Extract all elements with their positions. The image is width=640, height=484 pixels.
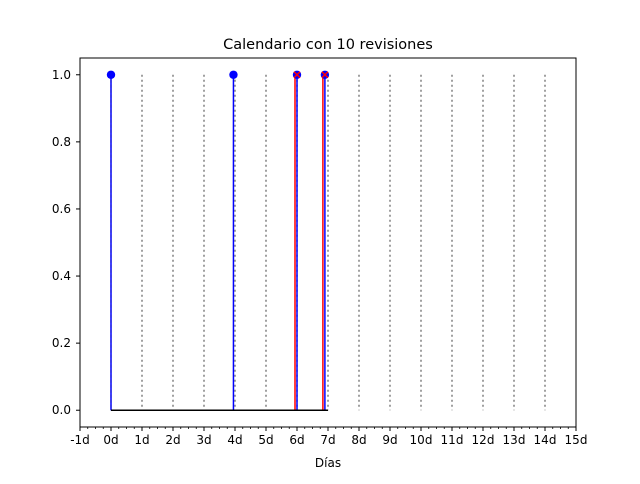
x-tick-label: 2d (165, 433, 180, 447)
red-x-marker (321, 71, 329, 79)
blue-stem-marker (229, 70, 238, 79)
stems (106, 70, 330, 411)
chart-title: Calendario con 10 revisiones (223, 37, 433, 53)
red-x-marker (293, 71, 301, 79)
x-tick-label: 14d (534, 433, 557, 447)
x-tick-label: 10d (410, 433, 433, 447)
y-tick-label: 0.6 (52, 202, 71, 216)
x-tick-label: 5d (258, 433, 273, 447)
x-axis: -1d 0d 1d 2d 3d 4d 5d 6d 7d 8d 9d 10d 11d 12d 13d 14d 15… (70, 427, 587, 447)
x-axis-label: Días (315, 456, 341, 470)
x-tick-label: 7d (320, 433, 335, 447)
x-tick-label: 0d (103, 433, 118, 447)
x-tick-label: 1d (134, 433, 149, 447)
x-tick-label: -1d (70, 433, 90, 447)
x-tick-label: 4d (227, 433, 242, 447)
x-tick-label: 3d (196, 433, 211, 447)
y-tick-label: 0.0 (52, 403, 71, 417)
y-tick-label: 0.2 (52, 336, 71, 350)
y-tick-label: 1.0 (52, 68, 71, 82)
x-tick-label: 9d (382, 433, 397, 447)
x-tick-label: 13d (503, 433, 526, 447)
x-tick-label: 11d (441, 433, 464, 447)
day-markers (141, 74, 546, 411)
blue-stem-marker (106, 70, 116, 79)
x-tick-label: 12d (472, 433, 495, 447)
x-tick-label: 15d (565, 433, 588, 447)
x-tick-label: 6d (289, 433, 304, 447)
y-tick-label: 0.8 (52, 135, 71, 149)
y-axis: 0.0 0.2 0.4 0.6 0.8 1.0 (52, 68, 80, 417)
x-tick-label: 8d (351, 433, 366, 447)
y-tick-label: 0.4 (52, 269, 71, 283)
